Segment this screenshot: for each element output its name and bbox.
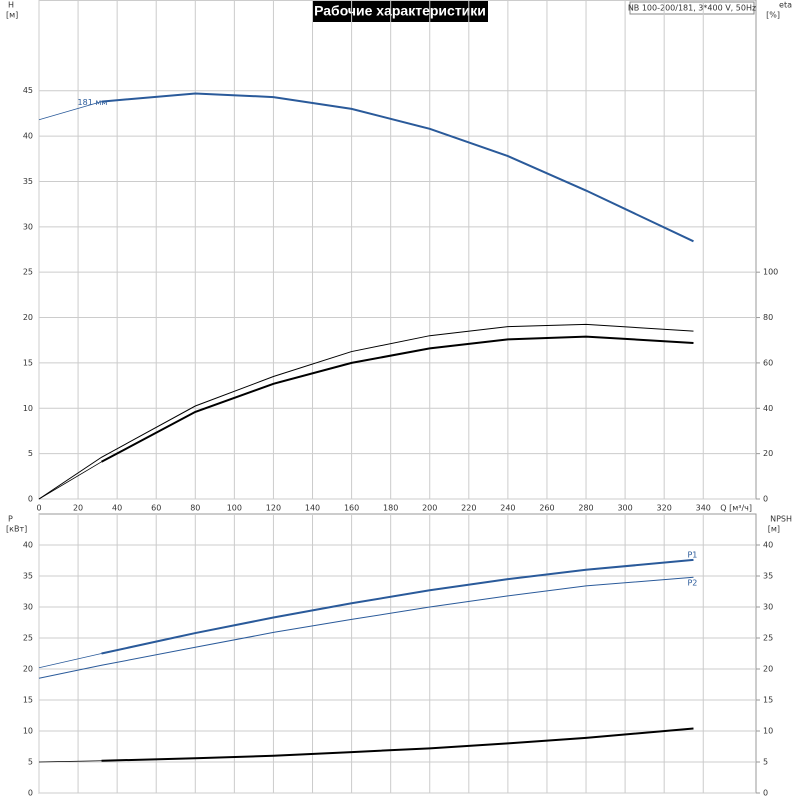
x-tick-label: 300: [617, 504, 632, 513]
y2-tick-label: 0: [763, 495, 768, 504]
x-tick-label: 240: [500, 504, 515, 513]
x-tick-label: 120: [266, 504, 281, 513]
y2-label: eta: [779, 1, 792, 10]
x-tick-label: 280: [578, 504, 593, 513]
x-tick-label: 40: [112, 504, 122, 513]
y-tick-label: 30: [23, 603, 33, 612]
y-tick-label: 15: [23, 358, 33, 367]
x-tick-label: 340: [696, 504, 711, 513]
series-line: [38, 760, 102, 763]
y-tick-label: 15: [23, 696, 33, 705]
y2-label: NPSH: [770, 515, 792, 524]
y-tick-label: 0: [28, 789, 33, 798]
chart-title: Рабочие характеристики: [314, 3, 486, 19]
y-tick-label: 10: [23, 727, 33, 736]
series-label: P2: [687, 579, 697, 588]
x-tick-label: 200: [422, 504, 437, 513]
y2-tick-label: 100: [763, 268, 778, 277]
y2-tick-label: 10: [763, 727, 773, 736]
y-tick-label: 35: [23, 572, 33, 581]
x-tick-label: 320: [657, 504, 672, 513]
x-tick-label: 140: [305, 504, 320, 513]
info: NB 100-200/181, 3*400 V, 50Hz: [628, 4, 756, 13]
x-tick-label: 180: [383, 504, 398, 513]
y-tick-label: 20: [23, 665, 33, 674]
y2-tick-label: 20: [763, 665, 773, 674]
y2-tick-label: 35: [763, 572, 773, 581]
series-line: [38, 653, 102, 669]
y-tick-label: 30: [23, 222, 33, 231]
y2-unit: [м]: [768, 525, 780, 534]
y-tick-label: 0: [28, 495, 33, 504]
y-tick-label: 20: [23, 313, 33, 322]
y-tick-label: 10: [23, 404, 33, 413]
series-line: [38, 576, 694, 679]
y2-tick-label: 5: [763, 758, 768, 767]
info-box: [629, 1, 755, 15]
x-label: Q [м³/ч]: [720, 504, 752, 513]
title-box: [312, 1, 488, 22]
series-line: [101, 92, 694, 243]
series-line: [101, 558, 694, 655]
y2-tick-label: 40: [763, 404, 773, 413]
y-tick-label: 5: [28, 758, 33, 767]
y-tick-label: 35: [23, 177, 33, 186]
y-tick-label: 25: [23, 634, 33, 643]
y2-tick-label: 20: [763, 449, 773, 458]
y2-tick-label: 0: [763, 789, 768, 798]
x-tick-label: 260: [539, 504, 554, 513]
y2-tick-label: 60: [763, 358, 773, 367]
x-tick-label: 100: [227, 504, 242, 513]
y2-tick-label: 80: [763, 313, 773, 322]
y2-tick-label: 15: [763, 696, 773, 705]
series-line: [101, 727, 694, 762]
x-tick-label: 0: [36, 504, 41, 513]
y-tick-label: 5: [28, 449, 33, 458]
y-tick-label: 40: [23, 132, 33, 141]
plot-frame: [38, 513, 757, 794]
y-label: H: [8, 1, 14, 10]
y-tick-label: 40: [23, 541, 33, 550]
y2-unit: [%]: [766, 11, 780, 20]
y-label: P: [8, 515, 13, 524]
y2-tick-label: 30: [763, 603, 773, 612]
series-line: [38, 323, 694, 500]
x-tick-label: 160: [344, 504, 359, 513]
y2-tick-label: 25: [763, 634, 773, 643]
series-label: 181 мм: [78, 98, 108, 107]
y-tick-label: 25: [23, 268, 33, 277]
series-label: P1: [687, 550, 697, 559]
x-tick-label: 80: [190, 504, 200, 513]
series-line: [101, 335, 694, 463]
y-unit: [кВт]: [6, 525, 27, 534]
series-line: [38, 461, 102, 500]
y2-tick-label: 40: [763, 541, 773, 550]
x-tick-label: 20: [73, 504, 83, 513]
x-tick-label: 60: [151, 504, 161, 513]
plot-frame: [38, 0, 757, 500]
y-tick-label: 45: [23, 86, 33, 95]
series-line: [38, 101, 102, 121]
y-unit: [м]: [6, 11, 18, 20]
x-tick-label: 220: [461, 504, 476, 513]
